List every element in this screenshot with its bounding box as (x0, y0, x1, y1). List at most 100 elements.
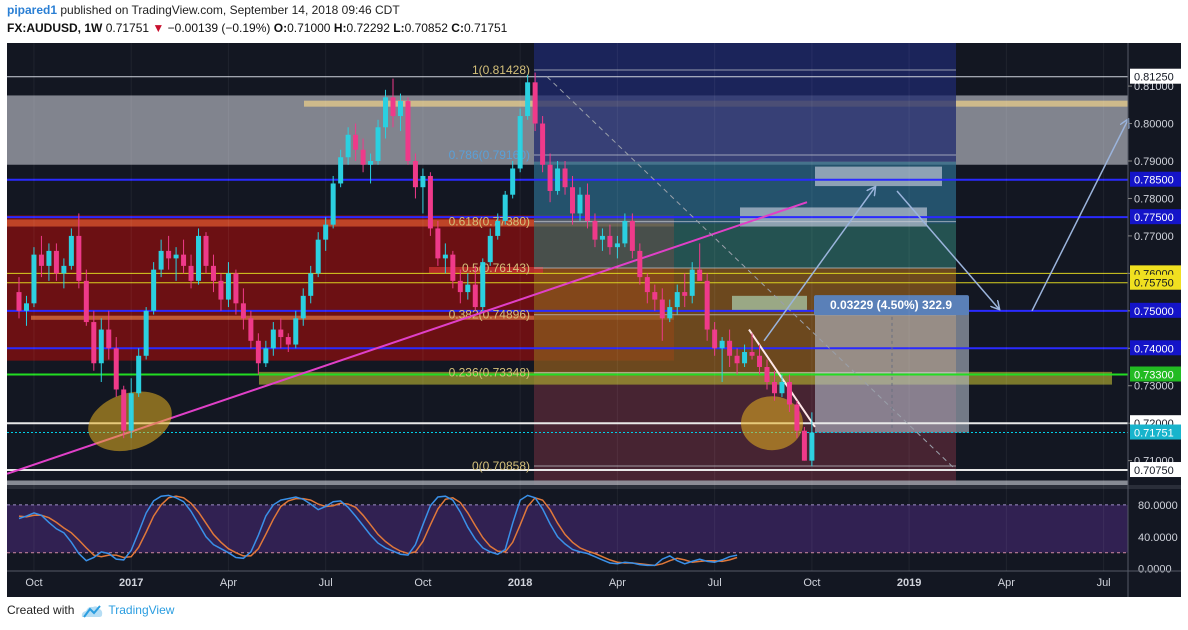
candle[interactable] (158, 250, 164, 270)
candle[interactable] (712, 329, 718, 349)
candle[interactable] (652, 292, 658, 300)
candle[interactable] (719, 340, 725, 349)
candle[interactable] (98, 329, 104, 364)
candle[interactable] (667, 307, 673, 319)
candle[interactable] (375, 127, 381, 161)
candle[interactable] (203, 235, 209, 266)
candle[interactable] (338, 157, 344, 184)
candle[interactable] (517, 116, 523, 169)
candle[interactable] (181, 254, 187, 266)
candle[interactable] (779, 381, 785, 394)
candle[interactable] (622, 220, 628, 244)
candle[interactable] (255, 340, 261, 364)
candle[interactable] (510, 168, 516, 195)
candle[interactable] (794, 404, 800, 431)
candle[interactable] (121, 389, 127, 431)
candle[interactable] (330, 183, 336, 225)
candle[interactable] (248, 318, 254, 341)
candle[interactable] (210, 265, 216, 281)
candle[interactable] (749, 352, 755, 356)
candle[interactable] (584, 194, 590, 221)
candle[interactable] (689, 269, 695, 296)
candle[interactable] (472, 284, 478, 308)
candle[interactable] (225, 273, 231, 300)
candle[interactable] (742, 352, 748, 364)
candle[interactable] (31, 254, 37, 304)
candle[interactable] (592, 220, 598, 240)
candle[interactable] (240, 303, 246, 319)
candle[interactable] (360, 149, 366, 165)
candle[interactable] (16, 292, 22, 311)
candle[interactable] (801, 430, 807, 461)
candle[interactable] (345, 134, 351, 158)
candle[interactable] (532, 82, 538, 124)
candle[interactable] (577, 194, 583, 214)
candle[interactable] (38, 254, 44, 266)
candle[interactable] (173, 254, 179, 259)
candle[interactable] (68, 235, 74, 266)
candle[interactable] (495, 220, 501, 236)
candle[interactable] (300, 295, 306, 319)
price-panel[interactable]: 1(0.81428) 0.786(0.79160) 0.618(0.77380) 0.… (7, 43, 1128, 485)
candle[interactable] (674, 292, 680, 308)
candle[interactable] (323, 224, 329, 240)
candle[interactable] (502, 194, 508, 221)
candle[interactable] (412, 160, 418, 188)
candle[interactable] (629, 220, 635, 251)
oscillator-panel[interactable] (7, 494, 1128, 567)
candle[interactable] (53, 250, 59, 274)
candle[interactable] (285, 337, 291, 345)
candle[interactable] (480, 262, 486, 308)
candle[interactable] (547, 164, 553, 191)
candle[interactable] (442, 254, 448, 259)
candle[interactable] (734, 355, 740, 364)
candle[interactable] (450, 254, 456, 281)
candle[interactable] (771, 381, 777, 394)
candle[interactable] (555, 168, 561, 191)
candle[interactable] (136, 355, 142, 394)
candle[interactable] (151, 269, 157, 311)
author-name[interactable]: pipared1 (7, 3, 58, 17)
candle[interactable] (397, 101, 403, 117)
candle[interactable] (570, 187, 576, 214)
candle[interactable] (420, 175, 426, 188)
candle[interactable] (188, 265, 194, 281)
candle[interactable] (405, 101, 411, 161)
candle[interactable] (76, 235, 82, 281)
candle[interactable] (764, 367, 770, 382)
candle[interactable] (106, 329, 112, 349)
candle[interactable] (697, 269, 703, 281)
candle[interactable] (562, 168, 568, 188)
candle[interactable] (540, 123, 546, 165)
candle[interactable] (682, 292, 688, 296)
candle[interactable] (427, 175, 433, 229)
candle[interactable] (487, 235, 493, 263)
candle[interactable] (599, 235, 605, 240)
candle[interactable] (637, 250, 643, 278)
candle[interactable] (46, 250, 52, 266)
candle[interactable] (607, 235, 613, 248)
candle[interactable] (308, 273, 314, 296)
candle[interactable] (218, 280, 224, 300)
candle[interactable] (23, 303, 29, 311)
candle[interactable] (83, 280, 89, 323)
candle[interactable] (61, 265, 67, 274)
candle[interactable] (435, 228, 441, 259)
candle[interactable] (113, 348, 119, 390)
candle[interactable] (525, 82, 531, 117)
candle[interactable] (278, 329, 284, 338)
candle[interactable] (659, 299, 665, 319)
candle[interactable] (315, 239, 321, 274)
candle[interactable] (270, 329, 276, 349)
candle[interactable] (368, 160, 374, 165)
candle[interactable] (390, 97, 396, 117)
candle[interactable] (166, 250, 172, 259)
candle[interactable] (644, 277, 650, 293)
candle[interactable] (786, 381, 792, 405)
tradingview-link[interactable]: TradingView (108, 603, 175, 617)
candle[interactable] (809, 432, 815, 461)
candle[interactable] (263, 348, 269, 364)
candle[interactable] (353, 134, 359, 150)
candle[interactable] (457, 280, 463, 293)
candle[interactable] (727, 340, 733, 356)
